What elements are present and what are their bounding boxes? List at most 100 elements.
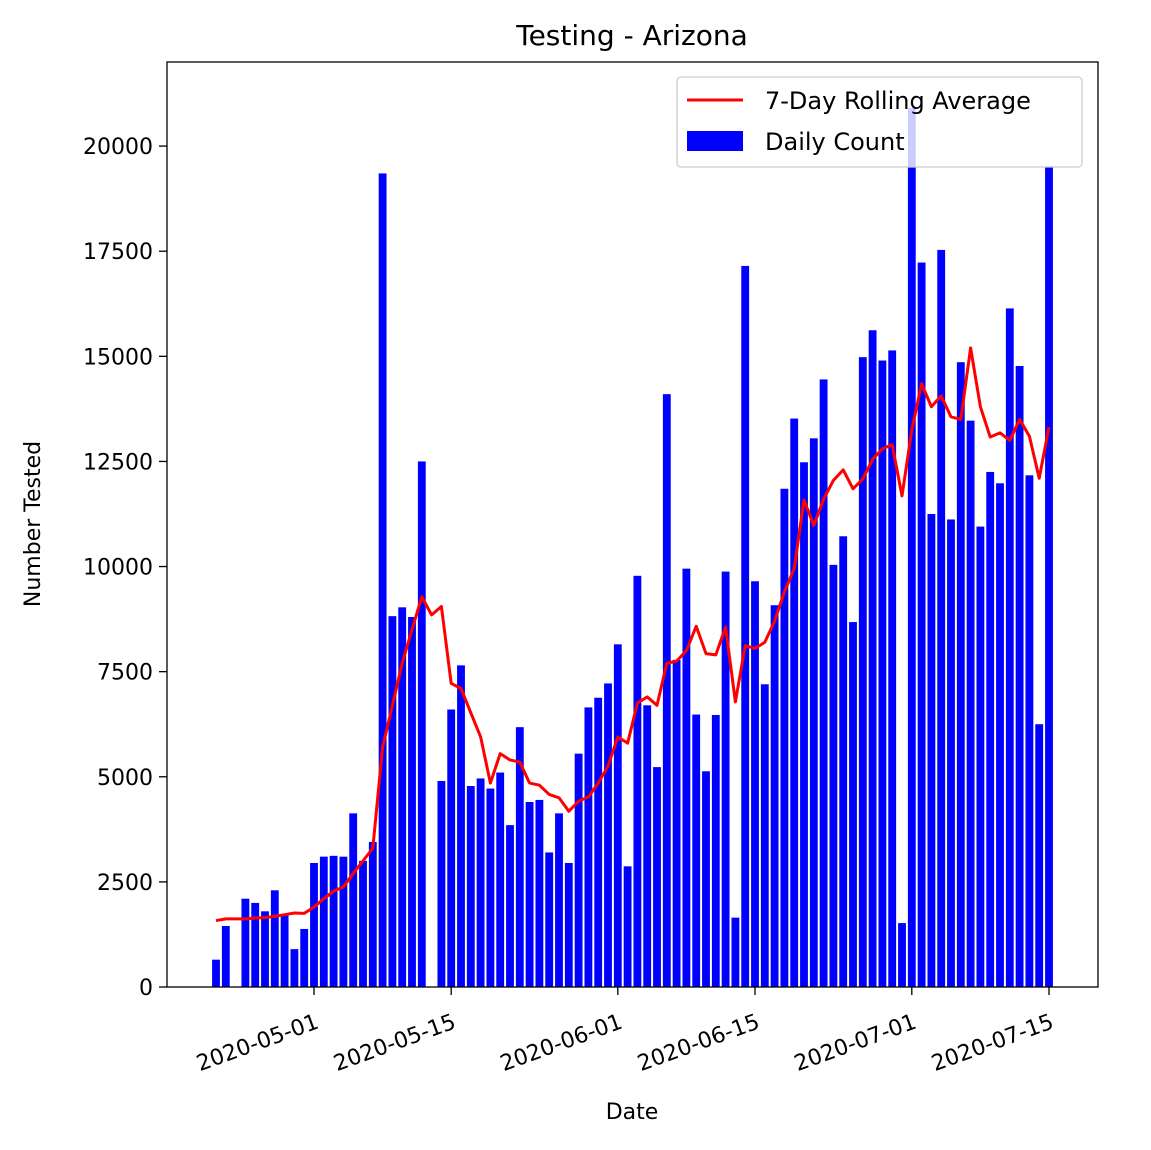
bar (1005, 308, 1014, 987)
y-tick-label: 7500 (97, 661, 153, 686)
bar (486, 788, 495, 987)
bar (564, 862, 573, 987)
bar (996, 483, 1004, 987)
bar (721, 571, 730, 987)
bar (613, 644, 622, 987)
bar (849, 622, 857, 987)
bar (878, 360, 887, 987)
y-tick-label: 20000 (83, 135, 153, 160)
bar (466, 786, 475, 987)
bar (711, 714, 720, 987)
bar (1045, 166, 1053, 987)
y-axis-label: Number Tested (21, 441, 46, 607)
bar (251, 902, 260, 987)
bar (604, 683, 612, 987)
bar (839, 536, 848, 987)
bar (956, 362, 965, 987)
bar (741, 265, 750, 987)
legend-bar-swatch (687, 131, 743, 151)
bar (535, 799, 544, 987)
line-layer (215, 346, 1051, 923)
bar (398, 607, 407, 987)
bar (329, 855, 338, 987)
bar (937, 249, 946, 987)
bar (319, 856, 328, 987)
bar (898, 923, 906, 987)
y-axis: 0 2500 5000 7500 10000 12500 15000 17500 20000 (83, 135, 167, 1001)
bar (270, 890, 279, 987)
bar (476, 778, 485, 987)
bar (515, 727, 524, 987)
bar (388, 616, 397, 987)
bar (594, 697, 603, 987)
x-axis-label: Date (606, 1100, 659, 1125)
bar (359, 860, 367, 987)
bar (731, 917, 740, 988)
bar (692, 714, 701, 987)
bar (241, 898, 250, 987)
bar (662, 394, 671, 987)
bar (290, 949, 299, 987)
legend-bar-label: Daily Count (765, 128, 905, 156)
bar (760, 684, 769, 987)
bar (378, 173, 387, 988)
bar (221, 926, 230, 987)
bar (1015, 365, 1024, 987)
y-tick-label: 12500 (83, 450, 153, 475)
legend-line-label: 7-Day Rolling Average (765, 87, 1031, 115)
bars-layer (212, 108, 1053, 988)
bar (525, 802, 534, 987)
bar (868, 330, 877, 987)
rolling-average-line (215, 346, 1051, 923)
bar (790, 418, 799, 987)
bar (682, 568, 691, 987)
bar (506, 825, 514, 988)
legend: 7-Day Rolling Average Daily Count (676, 76, 1083, 168)
bar (986, 471, 995, 987)
y-tick-label: 5000 (97, 766, 153, 791)
bar (574, 753, 583, 987)
y-tick-label: 10000 (83, 556, 153, 581)
bar (780, 488, 789, 987)
bar (212, 959, 220, 987)
bar (300, 928, 309, 987)
bar (437, 780, 446, 987)
bar (310, 862, 318, 987)
bar (907, 108, 916, 987)
bar (751, 581, 759, 987)
y-tick-label: 17500 (83, 240, 153, 265)
bar (545, 852, 554, 987)
bar (770, 605, 779, 987)
bar (976, 526, 985, 987)
y-tick-label: 0 (139, 976, 153, 1001)
bar (280, 915, 289, 987)
bar (966, 420, 975, 987)
plot-frame (166, 61, 1099, 988)
bar (643, 705, 652, 987)
bar (417, 461, 426, 987)
y-tick-label: 15000 (83, 345, 153, 370)
bar (339, 856, 348, 987)
bar (368, 841, 377, 987)
chart-title: Testing - Arizona (515, 19, 748, 52)
bar (1025, 475, 1034, 987)
bar (1035, 724, 1044, 987)
bar (457, 665, 465, 987)
bar (809, 438, 818, 987)
bar (633, 575, 642, 987)
bar (917, 262, 926, 987)
bar (555, 813, 563, 987)
bar (496, 772, 505, 987)
bar (408, 617, 416, 987)
bar (927, 513, 936, 987)
bar (653, 767, 661, 987)
bar (447, 709, 456, 987)
bar (261, 911, 269, 987)
bar (584, 707, 593, 987)
legend-box (676, 76, 1083, 168)
bar (947, 519, 955, 987)
y-tick-label: 2500 (97, 871, 153, 896)
bar (819, 379, 828, 987)
